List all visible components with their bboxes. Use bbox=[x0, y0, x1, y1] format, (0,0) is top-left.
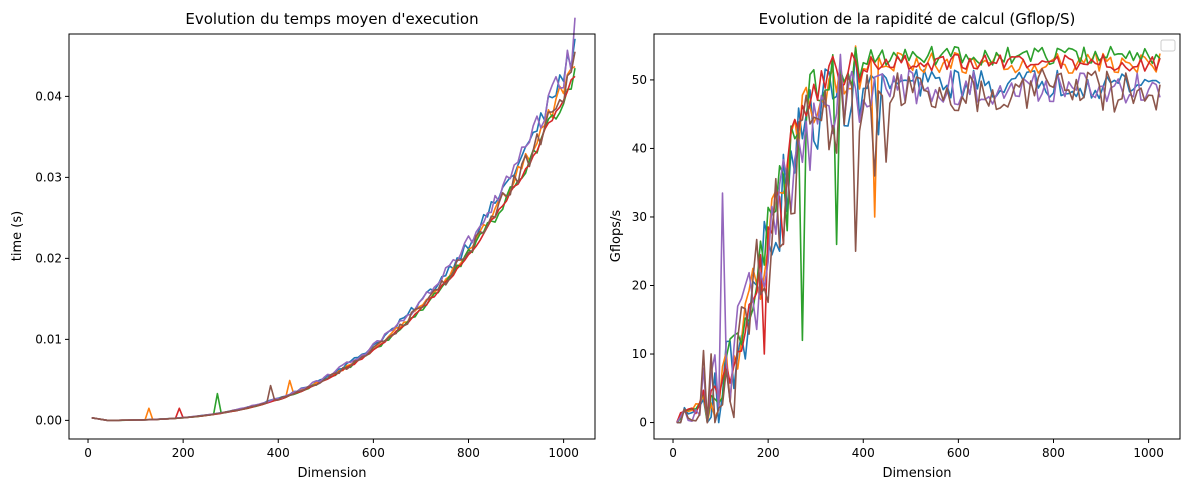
x-axis-ticks: 0 200 400 600 800 1000 bbox=[84, 439, 579, 460]
x-tick-label: 600 bbox=[362, 446, 385, 460]
x-tick-label: 800 bbox=[457, 446, 480, 460]
y-tick-label: 0.03 bbox=[35, 170, 62, 184]
y-tick-label: 0 bbox=[639, 416, 647, 430]
y-axis-ticks: 0 10 20 30 40 50 bbox=[632, 73, 654, 430]
time-chart: Evolution du temps moyen d'execution 0 20… bbox=[10, 10, 596, 481]
gflops-chart: Evolution de la rapidité de calcul (Gflo… bbox=[609, 10, 1181, 481]
x-tick-label: 1000 bbox=[1133, 446, 1164, 460]
y-tick-label: 0.04 bbox=[35, 89, 62, 103]
plot-frame bbox=[68, 33, 596, 440]
y-tick-label: 10 bbox=[632, 347, 647, 361]
x-tick-label: 400 bbox=[852, 446, 875, 460]
y-tick-label: 0.01 bbox=[35, 332, 62, 346]
y-tick-label: 40 bbox=[632, 141, 647, 155]
series-line bbox=[676, 68, 1161, 424]
series-line bbox=[676, 53, 1161, 424]
y-tick-label: 50 bbox=[632, 73, 647, 87]
legend-box bbox=[1160, 39, 1176, 52]
series-line bbox=[676, 52, 1161, 423]
series-lines bbox=[91, 17, 576, 422]
y-axis-label: Gflops/s bbox=[609, 210, 624, 263]
x-tick-label: 0 bbox=[84, 446, 92, 460]
x-tick-label: 200 bbox=[757, 446, 780, 460]
x-tick-label: 400 bbox=[267, 446, 290, 460]
chart-title: Evolution du temps moyen d'execution bbox=[185, 10, 478, 28]
x-tick-label: 0 bbox=[669, 446, 677, 460]
y-tick-label: 0.02 bbox=[35, 251, 62, 265]
x-axis-label: Dimension bbox=[297, 466, 366, 481]
y-axis-ticks: 0.00 0.01 0.02 0.03 0.04 bbox=[35, 89, 69, 427]
plot-frame bbox=[653, 33, 1181, 440]
y-tick-label: 30 bbox=[632, 210, 647, 224]
y-tick-label: 20 bbox=[632, 278, 647, 292]
x-axis-label: Dimension bbox=[882, 466, 951, 481]
y-axis-label: time (s) bbox=[10, 211, 25, 261]
x-tick-label: 800 bbox=[1042, 446, 1065, 460]
series-lines bbox=[676, 45, 1161, 424]
x-tick-label: 1000 bbox=[548, 446, 579, 460]
series-line bbox=[91, 51, 576, 422]
x-tick-label: 600 bbox=[947, 446, 970, 460]
chart-title: Evolution de la rapidité de calcul (Gflo… bbox=[759, 10, 1076, 28]
y-tick-label: 0.00 bbox=[35, 413, 62, 427]
x-tick-label: 200 bbox=[172, 446, 195, 460]
x-axis-ticks: 0 200 400 600 800 1000 bbox=[669, 439, 1164, 460]
